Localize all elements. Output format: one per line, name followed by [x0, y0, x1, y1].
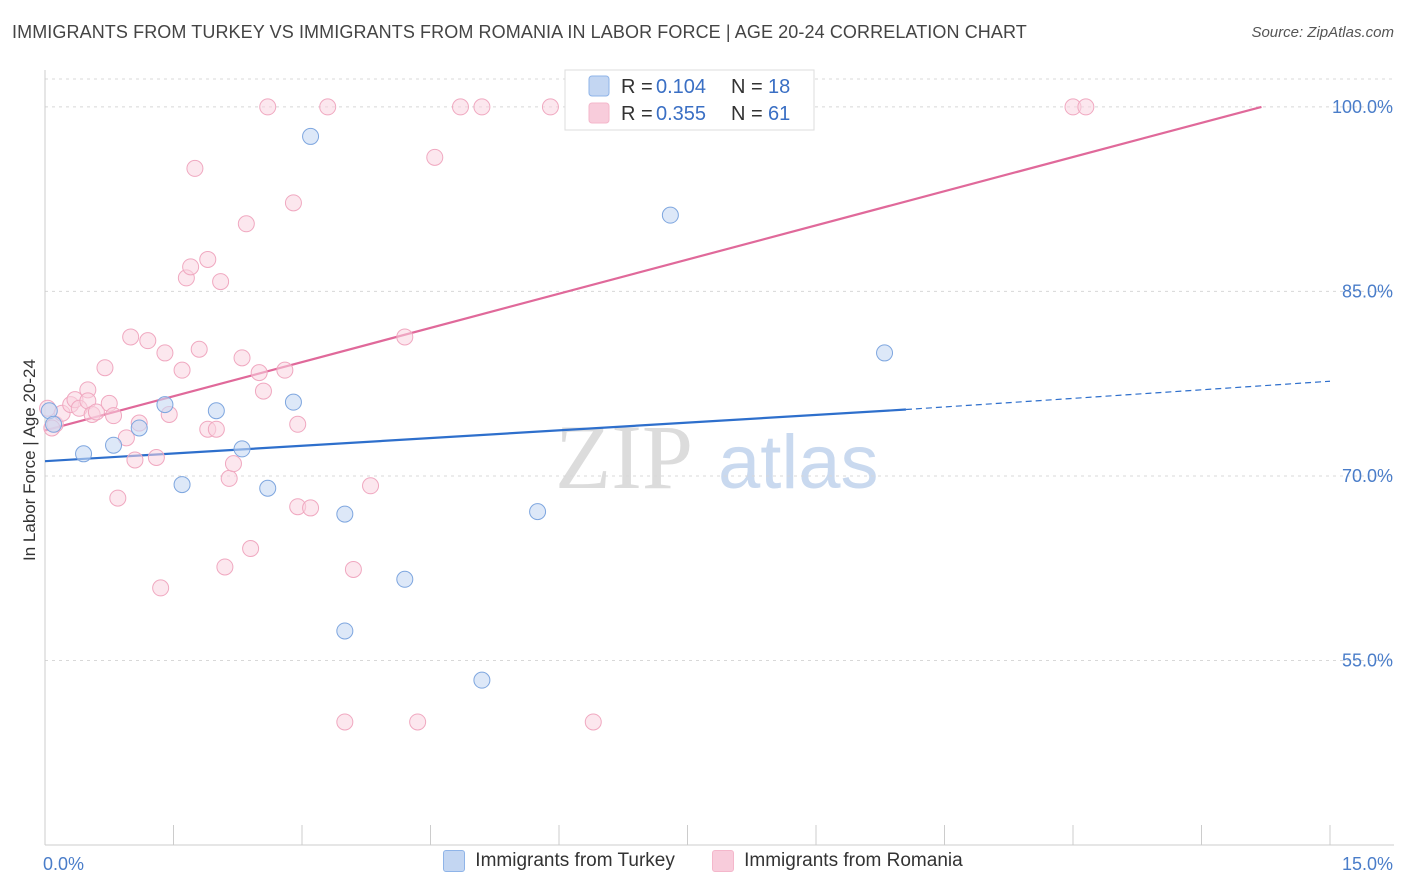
point-turkey — [105, 436, 123, 454]
point-romania — [173, 361, 191, 379]
point-romania — [186, 159, 204, 177]
legend-n-value-turkey: 18 — [768, 76, 790, 98]
point-romania — [126, 451, 144, 469]
trend-line-romania — [44, 105, 1262, 432]
point-turkey — [45, 415, 63, 433]
data-points — [39, 98, 1095, 731]
point-romania — [276, 361, 294, 379]
point-romania — [289, 415, 307, 433]
point-turkey — [233, 440, 251, 458]
point-romania — [233, 349, 251, 367]
y-tick-labels: 55.0% 70.0% 85.0% 100.0% — [1332, 97, 1393, 671]
point-turkey — [529, 503, 547, 521]
bottom-legend-swatch-turkey — [443, 850, 466, 872]
point-romania — [216, 558, 234, 576]
x-tick-labels: 0.0% 15.0% — [43, 854, 1393, 874]
point-romania — [242, 540, 260, 558]
legend-n-value-romania: 61 — [768, 103, 790, 125]
point-romania — [156, 344, 174, 362]
point-romania — [87, 403, 105, 421]
point-romania — [109, 489, 127, 507]
point-romania — [254, 382, 272, 400]
legend-swatch-romania — [588, 102, 610, 124]
point-romania — [396, 328, 414, 346]
x-tick-label-min: 0.0% — [43, 854, 84, 874]
point-romania — [259, 98, 277, 116]
watermark-atlas: atlas — [718, 420, 879, 505]
chart-title: IMMIGRANTS FROM TURKEY VS IMMIGRANTS FRO… — [12, 22, 1027, 42]
y-tick-label: 85.0% — [1342, 281, 1393, 301]
point-romania — [584, 713, 602, 731]
point-turkey — [173, 476, 191, 494]
legend-swatch-turkey — [588, 75, 610, 97]
point-romania — [212, 273, 230, 291]
point-romania — [302, 499, 320, 517]
point-romania — [152, 579, 170, 597]
point-romania — [224, 455, 242, 473]
point-romania — [220, 469, 238, 487]
point-romania — [117, 429, 135, 447]
point-turkey — [207, 402, 225, 420]
bottom-legend-item-turkey: Immigrants from Turkey — [443, 850, 675, 872]
point-romania — [122, 328, 140, 346]
point-romania — [105, 407, 123, 425]
point-turkey — [75, 445, 93, 463]
point-romania — [237, 215, 255, 233]
point-romania — [250, 364, 268, 382]
point-romania — [426, 148, 444, 166]
point-romania — [199, 250, 217, 268]
point-turkey — [396, 570, 414, 588]
y-tick-label: 55.0% — [1342, 650, 1393, 670]
point-romania — [336, 713, 354, 731]
point-romania — [362, 477, 380, 495]
point-romania — [1077, 98, 1095, 116]
legend-r-value-turkey: 0.104 — [656, 76, 706, 98]
point-romania — [147, 449, 165, 466]
bottom-legend-label-romania: Immigrants from Romania — [744, 850, 963, 871]
watermark-zip: ZIP — [555, 406, 693, 508]
point-turkey — [130, 419, 148, 437]
point-romania — [541, 98, 559, 116]
point-romania — [207, 420, 225, 438]
legend-n-label-turkey: N = — [731, 76, 763, 98]
bottom-legend-label-turkey: Immigrants from Turkey — [475, 850, 675, 871]
axes — [44, 70, 1394, 846]
y-tick-label: 70.0% — [1342, 466, 1393, 486]
bottom-legend-item-romania: Immigrants from Romania — [712, 850, 963, 872]
source-credit: Source: ZipAtlas.com — [1251, 24, 1394, 41]
point-romania — [319, 98, 337, 116]
point-romania — [344, 560, 362, 578]
trend-lines — [44, 105, 1331, 463]
point-turkey — [259, 479, 277, 497]
point-romania — [451, 98, 469, 116]
legend-box: R = 0.104 N = 18 R = 0.355 N = 61 — [564, 69, 815, 131]
point-turkey — [473, 671, 491, 689]
x-tick-label-max: 15.0% — [1342, 854, 1393, 874]
point-turkey — [336, 622, 354, 640]
legend-r-value-romania: 0.355 — [656, 103, 706, 125]
point-romania — [473, 98, 491, 116]
point-turkey — [336, 505, 354, 523]
point-romania — [182, 258, 200, 276]
point-romania — [190, 340, 208, 358]
point-turkey — [661, 206, 679, 224]
bottom-legend-swatch-romania — [712, 850, 735, 872]
point-turkey — [284, 393, 302, 411]
point-romania — [284, 194, 302, 212]
trend-line-turkey-extension — [905, 380, 1331, 411]
legend-n-label-romania: N = — [731, 103, 763, 125]
point-romania — [139, 332, 157, 350]
point-turkey — [876, 344, 894, 362]
gridlines — [45, 78, 1394, 661]
y-tick-label: 100.0% — [1332, 97, 1393, 117]
legend-r-label-romania: R = — [621, 103, 653, 125]
trend-line-turkey — [44, 408, 907, 463]
bottom-legend: Immigrants from Turkey Immigrants from R… — [0, 850, 1406, 878]
point-turkey — [156, 396, 174, 414]
point-romania — [96, 359, 114, 377]
point-turkey — [302, 127, 320, 145]
point-romania — [409, 713, 427, 731]
legend-r-label-turkey: R = — [621, 76, 653, 98]
